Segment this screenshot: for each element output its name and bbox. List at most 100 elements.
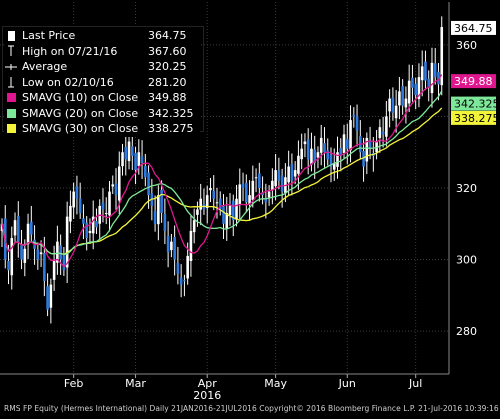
candle-body: [39, 252, 43, 255]
x-year-label: 2016: [193, 389, 221, 402]
y-tick-label: 320: [456, 182, 477, 195]
candle-body: [49, 284, 53, 308]
legend: Last Price 364.75 High on 07/21/16 367.6…: [4, 28, 200, 137]
legend-last-price: Last Price 364.75: [4, 28, 200, 44]
price-tag-label-1: 349.88: [454, 75, 493, 88]
candle-body: [199, 198, 202, 210]
candle-body: [189, 230, 193, 261]
candle-body: [222, 206, 225, 224]
candle-body: [166, 236, 170, 253]
sma30-swatch-icon: [4, 124, 18, 134]
candle-body: [7, 260, 10, 271]
candle-body: [16, 215, 20, 242]
candle-body: [218, 198, 222, 210]
candle-body: [385, 116, 388, 137]
candle-body: [251, 180, 255, 200]
candle-body: [36, 249, 40, 260]
candle-body: [427, 78, 431, 88]
candle-body: [160, 189, 163, 214]
candle-body: [316, 152, 320, 158]
candle-body: [179, 277, 183, 285]
candle-body: [280, 175, 284, 192]
candle-body: [323, 143, 326, 153]
candle-body: [215, 202, 219, 204]
candle-body: [147, 172, 150, 196]
candle-body: [362, 151, 365, 167]
candle-body: [277, 170, 281, 181]
candle-body: [326, 150, 330, 160]
candle-body: [43, 252, 46, 281]
candle-body: [95, 221, 98, 228]
candle-body: [319, 137, 323, 153]
candle-body: [209, 188, 212, 191]
candle-body: [313, 149, 317, 163]
candle-body: [26, 223, 30, 245]
candle-body: [355, 116, 359, 131]
x-tick-label: Mar: [125, 377, 146, 390]
candle-body: [398, 91, 401, 106]
high-marker-icon: [4, 45, 18, 57]
price-tag-1: [451, 74, 496, 89]
candle-body: [62, 255, 66, 271]
y-tick-label: 280: [456, 325, 477, 338]
candle-body: [375, 141, 378, 153]
candle-body: [82, 218, 85, 224]
price-tag-3: [451, 110, 496, 125]
candle-body: [424, 61, 427, 81]
y-tick-label: 360: [456, 39, 477, 52]
candle-body: [332, 162, 336, 170]
candle-body: [130, 146, 134, 156]
candle-body: [303, 141, 307, 145]
candle-body: [271, 180, 274, 191]
candle-body: [192, 220, 196, 233]
candle-body: [114, 183, 118, 196]
candle-body: [245, 182, 248, 203]
legend-sma-30: SMAVG (30) on Close 338.275: [4, 121, 200, 137]
candle-body: [258, 173, 261, 188]
candle-body: [290, 163, 294, 181]
candle-body: [235, 198, 238, 220]
candle-body: [391, 97, 395, 113]
candle-body: [378, 127, 382, 138]
candle-body: [157, 195, 160, 225]
last-price-marker-icon: [4, 30, 18, 41]
candle-body: [411, 77, 414, 88]
candle-body: [267, 191, 271, 198]
candle-body: [163, 213, 167, 231]
candle-body: [186, 255, 189, 279]
candle-body: [401, 86, 404, 106]
candle-body: [300, 148, 303, 160]
candle-body: [339, 148, 343, 156]
candle-body: [336, 152, 339, 167]
price-tag-0: [451, 20, 496, 35]
x-tick-label: Feb: [64, 377, 83, 390]
candle-body: [420, 66, 424, 81]
candle-body: [437, 71, 440, 85]
candle-body: [241, 183, 245, 188]
candle-body: [65, 216, 69, 268]
candle-body: [88, 230, 92, 234]
sma-10-line: [1, 74, 443, 268]
candle-body: [345, 139, 349, 149]
candle-body: [111, 184, 115, 187]
candle-body: [310, 148, 313, 165]
candle-body: [388, 98, 391, 112]
candle-body: [329, 154, 333, 167]
candle-body: [78, 198, 82, 214]
candle-body: [30, 221, 33, 235]
candle-body: [144, 165, 147, 178]
candle-body: [407, 80, 411, 104]
candle-body: [46, 286, 49, 310]
candle-body: [365, 137, 369, 162]
candle-body: [238, 184, 242, 205]
candle-body: [248, 195, 251, 205]
legend-low: Low on 02/10/16 281.20: [4, 75, 200, 91]
candle-body: [59, 245, 62, 260]
legend-average: Average 320.25: [4, 59, 200, 75]
candle-body: [104, 213, 108, 215]
candle-body: [261, 192, 264, 196]
candle-body: [297, 155, 300, 174]
candle-body: [306, 139, 310, 160]
candle-body: [212, 190, 216, 199]
